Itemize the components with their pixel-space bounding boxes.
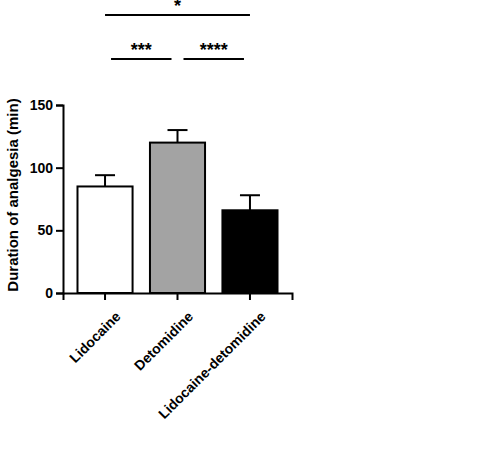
x-tick-mark	[249, 293, 251, 300]
y-tick: 0	[45, 285, 63, 301]
significance-label: *	[174, 0, 181, 16]
y-tick: 150	[30, 97, 63, 113]
x-tick-mark	[177, 293, 179, 300]
y-axis-line	[56, 106, 64, 294]
error-bar-stem	[104, 175, 106, 186]
x-tick-label: Lidocaine	[66, 308, 124, 366]
x-axis-line	[64, 294, 293, 301]
error-bar-stem	[249, 195, 251, 210]
bar	[77, 186, 132, 293]
y-axis: 0 50 100 150	[30, 97, 64, 301]
error-bar-cap	[240, 194, 260, 196]
error-bar	[168, 130, 188, 143]
x-tick-mark	[104, 293, 106, 300]
y-tick-mark	[56, 293, 63, 295]
y-tick-mark	[56, 230, 63, 232]
x-tick: Lidocaine-detomidine	[155, 293, 269, 422]
y-tick-label: 50	[37, 222, 53, 238]
y-tick-mark	[56, 105, 63, 107]
y-tick-mark	[56, 167, 63, 169]
y-axis-title: Duration of analgesia (min)	[4, 98, 21, 291]
y-tick-label: 100	[30, 160, 54, 176]
error-bar-cap	[95, 174, 115, 176]
significance-bracket: ****	[184, 40, 244, 60]
significance-bracket: ***	[111, 40, 171, 60]
x-tick: Detomidine	[131, 293, 196, 374]
y-tick-label: 150	[30, 97, 54, 113]
bar	[222, 210, 277, 293]
y-tick: 50	[37, 222, 63, 238]
x-tick-label: Lidocaine-detomidine	[155, 308, 269, 422]
x-tick: Lidocaine	[66, 293, 124, 366]
error-bar	[95, 175, 115, 186]
significance-label: ****	[200, 40, 228, 60]
error-bar-cap	[168, 129, 188, 131]
y-tick: 100	[30, 160, 63, 176]
x-axis: LidocaineDetomidineLidocaine-detomidine	[64, 293, 293, 422]
error-bar-stem	[177, 130, 179, 143]
error-bar	[240, 195, 260, 210]
bar	[150, 143, 205, 293]
significance-label: ***	[131, 40, 152, 60]
significance-bracket: *	[105, 0, 250, 16]
plot-area	[77, 130, 277, 293]
y-tick-label: 0	[45, 285, 53, 301]
chart: 0 50 100 150 LidocaineDetomidineLidocaine-de…	[0, 0, 500, 451]
significance: ********	[105, 0, 250, 60]
x-tick-label: Detomidine	[131, 308, 196, 373]
